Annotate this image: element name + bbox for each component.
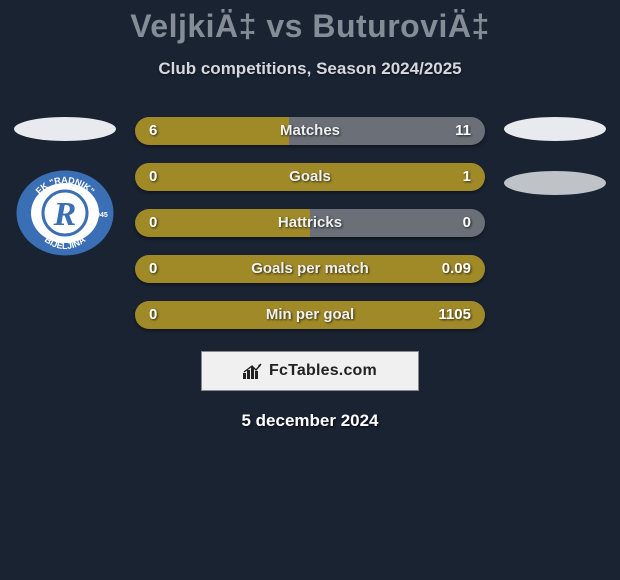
stat-bar: 01105Min per goal (135, 301, 485, 329)
brand-box[interactable]: FcTables.com (201, 351, 419, 391)
bar-label: Hattricks (135, 209, 485, 237)
bar-label: Min per goal (135, 301, 485, 329)
subtitle: Club competitions, Season 2024/2025 (0, 59, 620, 79)
comparison-panel: FK "RADNIK" BIJELJINA R 1945 611Matches 0… (0, 117, 620, 329)
right-player-column (485, 117, 615, 329)
bar-label: Matches (135, 117, 485, 145)
date-label: 5 december 2024 (0, 411, 620, 431)
stat-bar: 00Hattricks (135, 209, 485, 237)
stat-bar: 01Goals (135, 163, 485, 191)
page-title: VeljkiÄ‡ vs ButuroviÄ‡ (0, 8, 620, 45)
bar-label: Goals per match (135, 255, 485, 283)
left-flag (14, 117, 116, 141)
left-club-logo: FK "RADNIK" BIJELJINA R 1945 (15, 169, 115, 257)
logo-year: 1945 (92, 212, 108, 219)
stat-bar: 00.09Goals per match (135, 255, 485, 283)
right-flag-2 (504, 171, 606, 195)
stat-bars: 611Matches 01Goals 00Hattricks 00.09Goals p… (135, 117, 485, 329)
stat-bar: 611Matches (135, 117, 485, 145)
left-player-column: FK "RADNIK" BIJELJINA R 1945 (5, 117, 135, 329)
fctables-icon (243, 363, 263, 379)
right-flag-1 (504, 117, 606, 141)
logo-letter: R (53, 196, 77, 233)
bar-label: Goals (135, 163, 485, 191)
brand-text: FcTables.com (269, 362, 377, 380)
